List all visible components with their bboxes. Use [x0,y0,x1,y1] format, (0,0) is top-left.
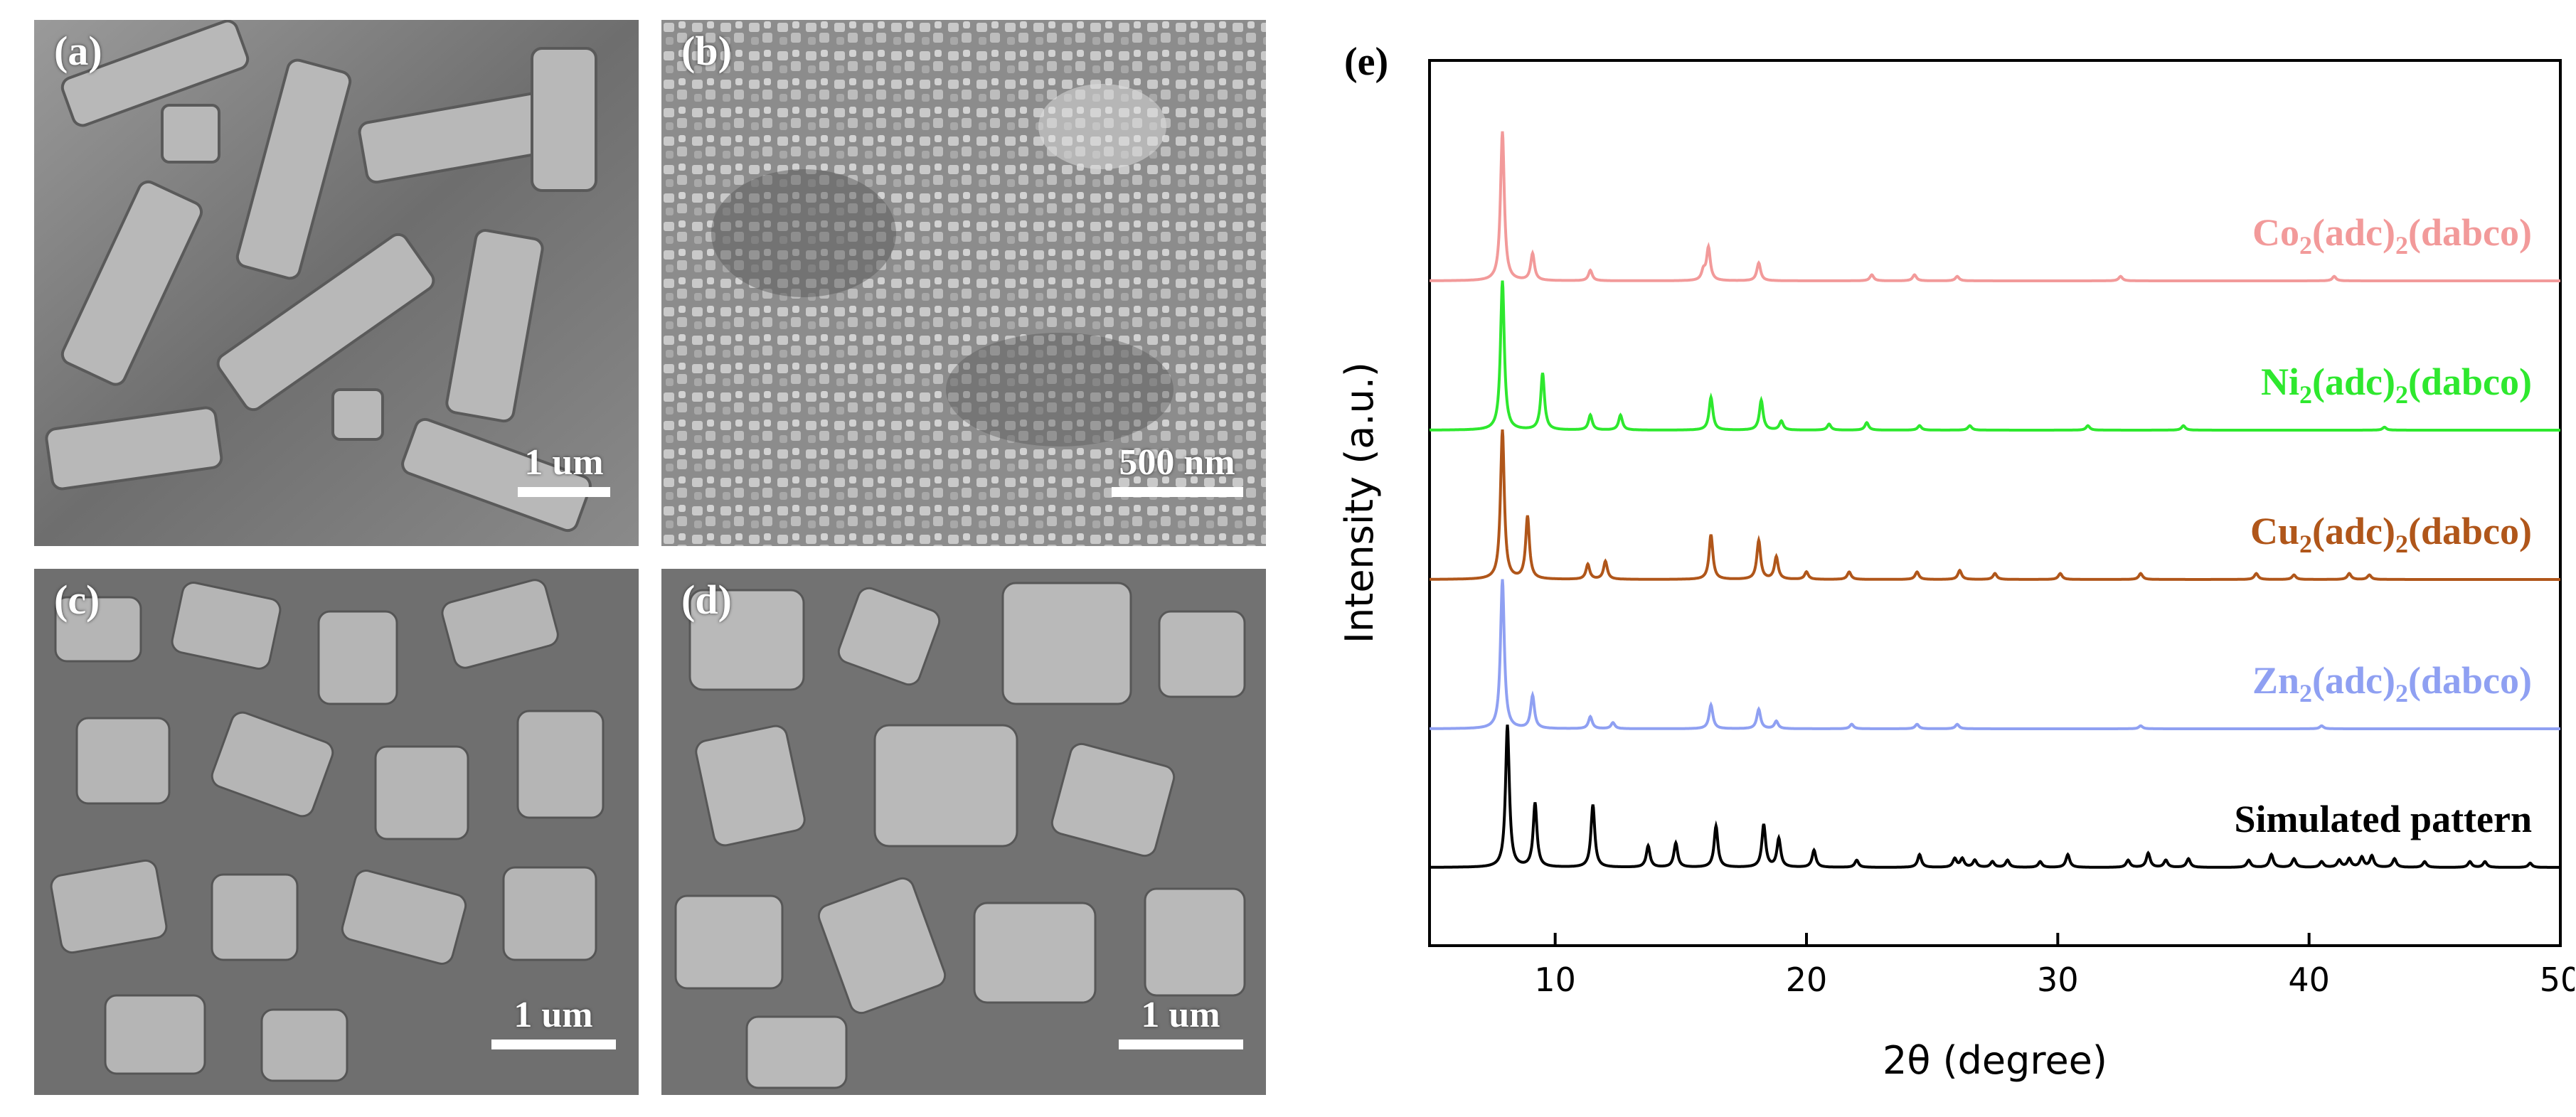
x-axis: 10 20 30 40 50 [1534,933,2575,999]
series-label-part: Ni [2261,360,2299,403]
scale-bar-a: 1 um [496,443,632,497]
sem-panel-b: (b) 500 nm [661,20,1266,546]
series-label-4: Simulated pattern [2235,798,2533,840]
series-label-part: 2 [2299,679,2312,707]
series-label-part: 2 [2395,380,2408,409]
x-tick-label-40: 40 [2288,961,2330,999]
series-label-part: (adc) [2312,360,2395,403]
scale-line-c [491,1039,616,1049]
x-tick-label-50: 50 [2540,961,2575,999]
scale-line-d [1118,1039,1243,1049]
sem-panel-d: (d) 1 um [661,569,1266,1095]
scale-text-c: 1 um [513,995,593,1035]
panel-label-c: (c) [54,577,100,623]
xrd-traces [1429,131,2560,869]
scale-text-a: 1 um [524,442,604,483]
series-label-2: Cu2(adc)2(dabco) [2250,510,2532,558]
series-label-part: (adc) [2312,211,2395,254]
series-label-part: Zn [2252,659,2299,702]
sem-image-c [34,569,639,1095]
series-label-part: (dabco) [2408,211,2532,254]
y-axis-label: Intensity (a.u.) [1337,362,1382,643]
series-label-part: 2 [2395,679,2408,707]
panel-label-d: (d) [681,577,732,623]
series-label-part: Co [2252,211,2299,254]
scale-bar-b: 500 nm [1095,443,1259,497]
series-label-part: 2 [2299,530,2312,558]
sem-panel-a: (a) 1 um [34,20,639,546]
scale-line-b [1111,487,1243,497]
series-label-1: Ni2(adc)2(dabco) [2261,360,2532,409]
scale-line-a [518,487,610,497]
series-label-part: 2 [2299,380,2312,409]
sem-image-a [34,20,639,546]
sem-panel-c: (c) 1 um [34,569,639,1095]
series-labels: Co2(adc)2(dabco)Ni2(adc)2(dabco)Cu2(adc)… [2235,211,2533,840]
x-tick-label-10: 10 [1534,961,1576,999]
series-label-part: 2 [2395,530,2408,558]
scale-text-b: 500 nm [1119,442,1235,483]
series-label-part: (dabco) [2408,510,2532,552]
sem-image-d [661,569,1266,1095]
series-label-part: Simulated pattern [2235,798,2533,840]
xrd-trace-1 [1429,280,2560,432]
series-label-part: Cu [2250,510,2299,552]
series-label-part: (adc) [2312,659,2395,702]
plot-frame [1428,59,2562,947]
panel-label-b: (b) [681,28,732,74]
xrd-chart: (e) 10 20 30 40 50 Co2(adc)2(dabco)Ni2(adc)2… [1337,40,2575,1083]
xrd-trace-4 [1430,725,2560,869]
series-label-part: (dabco) [2408,659,2532,702]
x-axis-label: 2θ (degree) [1883,1038,2107,1083]
xrd-trace-3 [1430,579,2560,730]
scale-bar-c: 1 um [475,995,632,1049]
series-label-part: (adc) [2312,510,2395,552]
x-tick-label-30: 30 [2037,961,2079,999]
scale-text-d: 1 um [1141,995,1220,1035]
xrd-trace-0 [1430,131,2560,282]
panel-label-a: (a) [54,28,102,74]
series-label-part: 2 [2395,231,2408,260]
series-label-3: Zn2(adc)2(dabco) [2252,659,2532,707]
chart-panel-label: (e) [1344,40,1388,84]
sem-image-b [661,20,1266,546]
scale-bar-d: 1 um [1102,995,1259,1049]
series-label-part: (dabco) [2408,360,2532,403]
x-tick-label-20: 20 [1786,961,1828,999]
xrd-trace-2 [1430,429,2560,581]
series-label-0: Co2(adc)2(dabco) [2252,211,2532,260]
series-label-part: 2 [2299,231,2312,260]
